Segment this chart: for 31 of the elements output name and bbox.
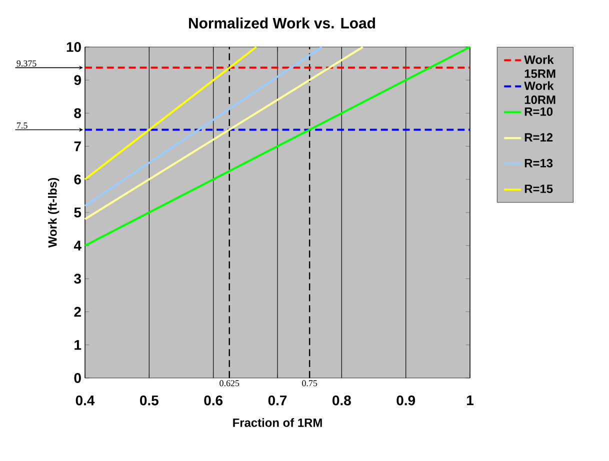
- ref-line-label: 0.625: [220, 380, 240, 386]
- x-tick-label: 0.7: [268, 395, 287, 406]
- x-tick-label: 0.8: [332, 395, 351, 406]
- legend-label: Work 10RM: [524, 81, 556, 104]
- y-axis-title: Work (ft-lbs): [48, 178, 60, 248]
- text: 7.5: [17, 122, 28, 129]
- legend-label: R=10: [524, 107, 553, 116]
- y-tick-label: 8: [74, 108, 82, 118]
- legend-label: R=15: [524, 184, 553, 194]
- y-tick-label: 7: [74, 142, 81, 152]
- y-tick-label: 6: [74, 174, 81, 184]
- ref-line-label: 0.75: [302, 380, 318, 386]
- x-tick-label: 0.4: [76, 395, 95, 406]
- y-tick-label: 10: [66, 42, 81, 52]
- y-tick-label: 4: [74, 240, 82, 250]
- y-tick-label: 9: [74, 75, 81, 86]
- chart-title: Normalized Work vs. Load: [189, 18, 375, 28]
- x-axis-title: Fraction of 1RM: [233, 418, 322, 427]
- y-tick-label: 0: [74, 373, 81, 383]
- x-tick-label: 0.5: [140, 395, 158, 406]
- text: 9.375: [16, 60, 36, 66]
- x-tick-label: 0.6: [204, 395, 223, 406]
- legend-label: R=12: [524, 133, 553, 142]
- x-tick-label: 0.9: [396, 395, 416, 406]
- y-tick-label: 2: [74, 306, 81, 317]
- y-tick-label: 3: [74, 274, 81, 284]
- legend-label: Work 15RM: [524, 55, 556, 78]
- x-tick-label: 1: [466, 395, 474, 406]
- y-tick-label: 5: [74, 208, 82, 218]
- y-tick-label: 1: [74, 340, 82, 350]
- legend-label: R=13: [524, 158, 553, 168]
